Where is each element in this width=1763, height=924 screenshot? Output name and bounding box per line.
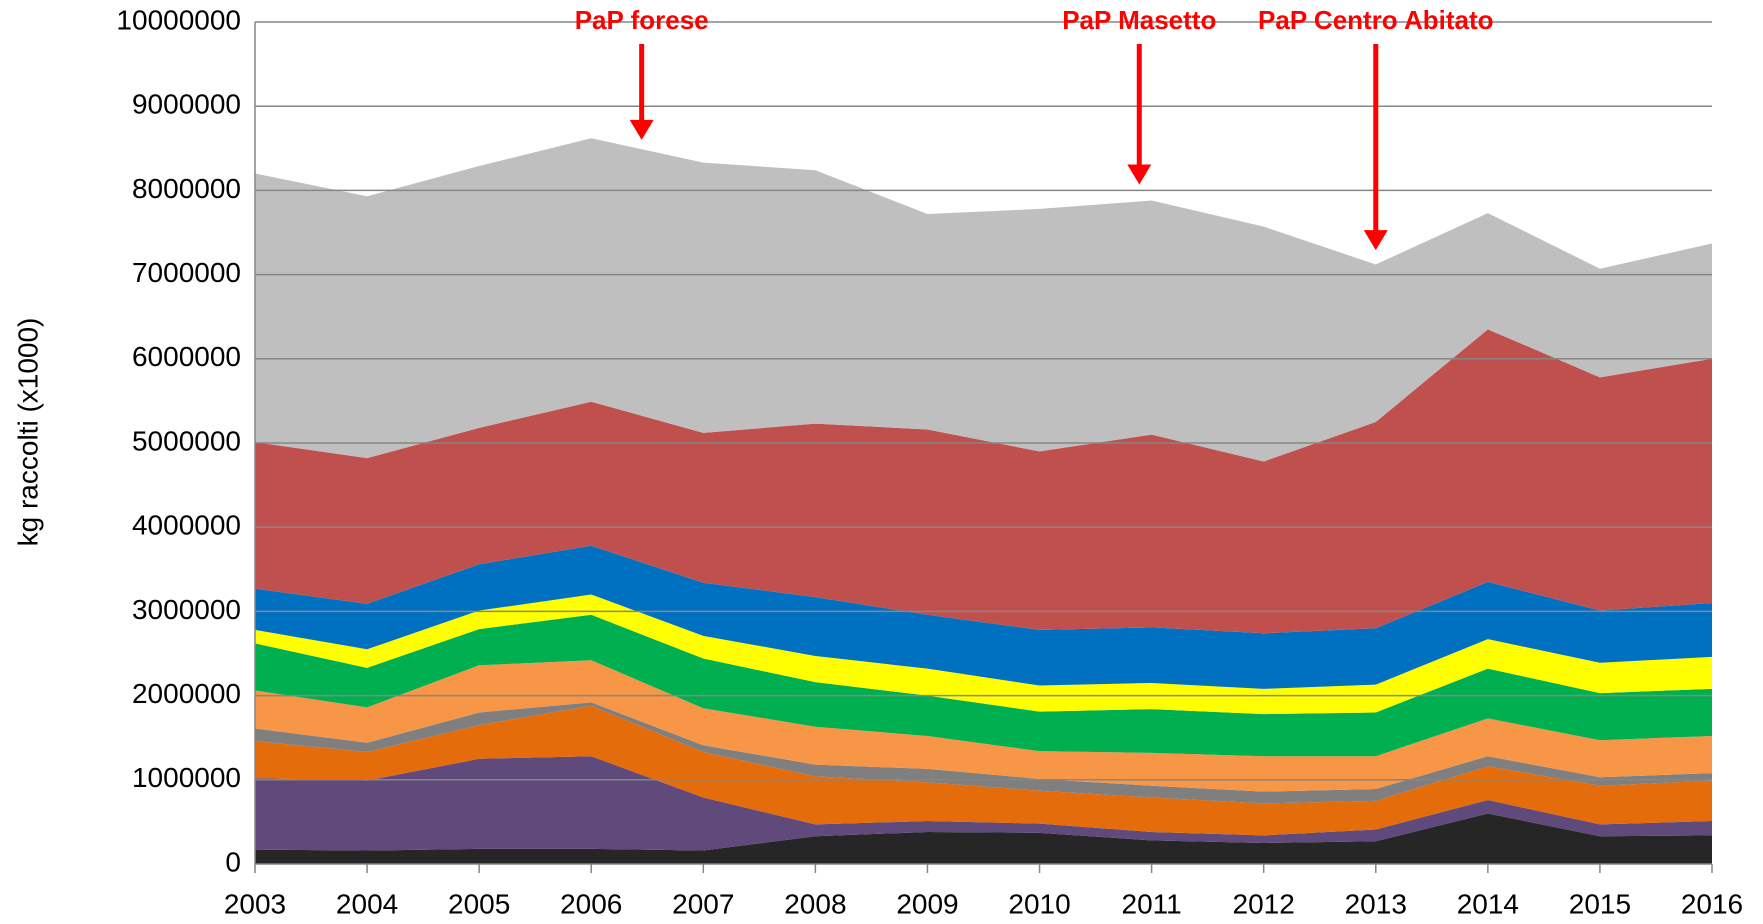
- area: [255, 702, 1712, 804]
- x-tick-label: 2003: [224, 888, 286, 919]
- y-tick-label: 0: [225, 846, 241, 877]
- annotation: PaP Centro Abitato: [1258, 5, 1493, 35]
- x-tick-label: 2004: [336, 888, 398, 919]
- y-tick-label: 9000000: [132, 89, 241, 120]
- area: [255, 660, 1712, 792]
- y-tick-label: 3000000: [132, 594, 241, 625]
- annotation: PaP Masetto: [1062, 5, 1216, 35]
- y-tick-label: 7000000: [132, 257, 241, 288]
- annotation: PaP forese: [575, 5, 709, 35]
- y-axis-label: kg raccolti (x1000): [12, 318, 43, 547]
- area: [255, 545, 1712, 689]
- area: [255, 594, 1712, 715]
- x-tick-label: 2005: [448, 888, 510, 919]
- x-tick-label: 2011: [1122, 888, 1182, 919]
- area: [255, 705, 1712, 836]
- x-tick-label: 2006: [560, 888, 622, 919]
- y-tick-label: 2000000: [132, 678, 241, 709]
- x-tick-label: 2013: [1345, 888, 1407, 919]
- x-tick-label: 2016: [1681, 888, 1743, 919]
- area: [255, 138, 1712, 462]
- y-tick-label: 4000000: [132, 510, 241, 541]
- area: [255, 329, 1712, 634]
- x-tick-label: 2008: [784, 888, 846, 919]
- y-tick-label: 6000000: [132, 341, 241, 372]
- y-tick-label: 1000000: [132, 762, 241, 793]
- x-tick-label: 2007: [672, 888, 734, 919]
- x-tick-label: 2015: [1569, 888, 1631, 919]
- y-tick-label: 8000000: [132, 173, 241, 204]
- area: [255, 614, 1712, 757]
- x-tick-label: 2010: [1008, 888, 1070, 919]
- x-tick-label: 2014: [1457, 888, 1519, 919]
- x-tick-label: 2012: [1233, 888, 1295, 919]
- x-tick-label: 2009: [896, 888, 958, 919]
- area: [255, 813, 1712, 864]
- arrow-head: [1363, 230, 1388, 251]
- arrow-head: [1127, 164, 1152, 185]
- y-tick-label: 5000000: [132, 425, 241, 456]
- y-tick-label: 10000000: [116, 4, 241, 35]
- arrow-head: [629, 119, 654, 140]
